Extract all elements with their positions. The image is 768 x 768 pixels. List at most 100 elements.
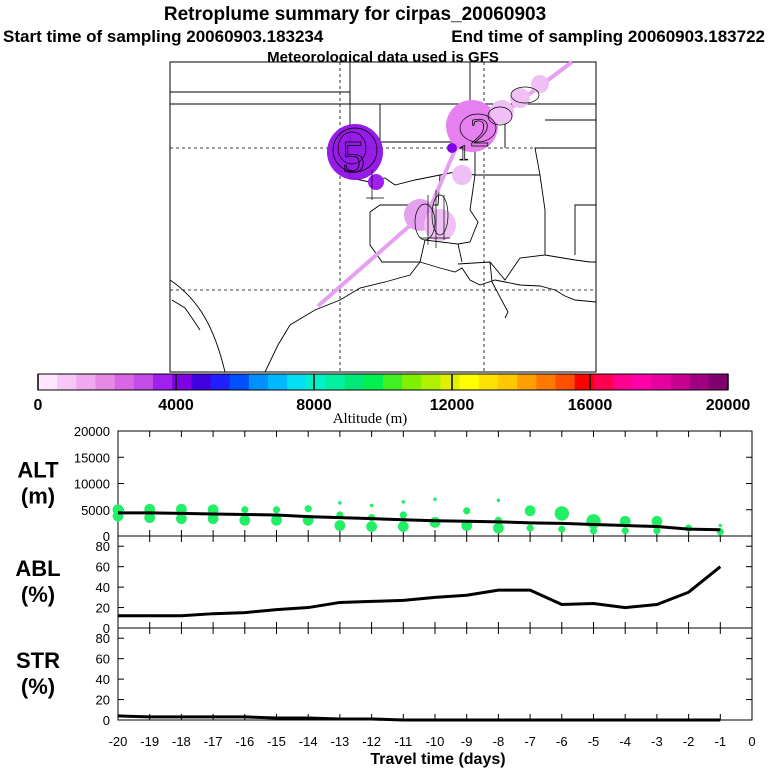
y-axis-label: (%) bbox=[21, 674, 55, 699]
plume-blob-mid-2 bbox=[424, 209, 456, 241]
colorbar-swatch bbox=[287, 374, 307, 390]
colorbar-swatch bbox=[459, 374, 480, 390]
plume-marker-2: 2 bbox=[470, 110, 490, 155]
y-tick-label: 20000 bbox=[74, 424, 110, 439]
plume-contours bbox=[332, 86, 540, 248]
x-tick-label: -1 bbox=[715, 734, 727, 749]
colorbar-tick-label: 20000 bbox=[706, 397, 751, 414]
colorbar-swatch bbox=[229, 374, 250, 390]
altitude-point bbox=[433, 497, 437, 502]
colorbar-swatch bbox=[210, 374, 231, 390]
str-line bbox=[117, 714, 721, 722]
y-axis-label: STR bbox=[16, 648, 60, 673]
y-tick-label: 60 bbox=[96, 560, 110, 575]
x-tick-label: -16 bbox=[235, 734, 254, 749]
plume-blob-dot bbox=[447, 143, 457, 153]
altitude-point bbox=[463, 507, 471, 515]
altitude-point bbox=[239, 514, 251, 526]
colorbar-swatch bbox=[172, 374, 192, 390]
x-tick-label: -19 bbox=[140, 734, 159, 749]
altitude-point bbox=[526, 524, 534, 532]
altitude-point bbox=[369, 503, 374, 508]
altitude-point bbox=[304, 505, 312, 513]
y-tick-label: 20 bbox=[96, 601, 110, 616]
y-axis-label: ABL bbox=[15, 556, 60, 581]
colorbar-swatch bbox=[191, 374, 211, 390]
colorbar-swatch bbox=[574, 374, 595, 390]
y-tick-label: 0 bbox=[103, 713, 110, 728]
altitude-point bbox=[718, 523, 723, 528]
colorbar-swatch bbox=[536, 374, 556, 390]
colorbar-swatch bbox=[248, 374, 269, 390]
colorbar-tick-label: 4000 bbox=[158, 397, 194, 414]
y-axis-label: (%) bbox=[21, 582, 55, 607]
altitude-point bbox=[397, 521, 409, 532]
plume-blob-mid-3 bbox=[452, 165, 472, 185]
panel-alt: 0 5000 10000 15000 20000 ALT(m) bbox=[17, 424, 753, 544]
end-time-label: End time of sampling 20060903.183722 bbox=[451, 27, 765, 46]
altitude-point bbox=[651, 515, 663, 527]
altitude-point bbox=[554, 506, 569, 521]
colorbar-swatch bbox=[344, 374, 365, 390]
colorbar-tick-label: 12000 bbox=[430, 397, 475, 414]
altitude-point bbox=[653, 527, 661, 535]
x-tick-label: 0 bbox=[748, 734, 755, 749]
altitude-point bbox=[621, 527, 629, 535]
map-frame bbox=[169, 61, 597, 373]
y-tick-label: 80 bbox=[96, 631, 110, 646]
altitude-point bbox=[144, 512, 156, 524]
altitude-point bbox=[401, 500, 406, 504]
altitude-point bbox=[334, 520, 346, 531]
colorbar-swatch bbox=[306, 374, 326, 390]
x-tick-label: -2 bbox=[683, 734, 695, 749]
altitude-median-line bbox=[118, 511, 721, 532]
x-tick-label: -9 bbox=[461, 734, 473, 749]
panel-frame bbox=[117, 627, 753, 721]
y-tick-label: 5000 bbox=[81, 503, 110, 518]
x-tick-label: -6 bbox=[556, 734, 568, 749]
plume-blob-small bbox=[368, 174, 384, 190]
altitude-point bbox=[586, 514, 601, 529]
y-tick-label: 20 bbox=[96, 693, 110, 708]
y-tick-label: 40 bbox=[96, 580, 110, 595]
altitude-point bbox=[493, 522, 504, 534]
panel-str: 0 20 40 60 80 STR(%) bbox=[16, 627, 753, 728]
x-axis-label: Travel time (days) bbox=[370, 751, 505, 768]
altitude-point bbox=[272, 506, 281, 514]
colorbar-swatch bbox=[325, 374, 346, 390]
x-tick-label: -12 bbox=[362, 734, 381, 749]
colorbar-swatch bbox=[153, 374, 173, 390]
x-tick-label: -13 bbox=[331, 734, 350, 749]
x-tick-label: -17 bbox=[204, 734, 223, 749]
colorbar-tick-label: 16000 bbox=[568, 397, 613, 414]
colorbar-swatch bbox=[38, 374, 58, 390]
x-tick-label: -15 bbox=[267, 734, 286, 749]
altitude-point bbox=[176, 513, 187, 525]
colorbar-label: Altitude (m) bbox=[333, 411, 408, 427]
colorbar-swatch bbox=[95, 374, 116, 390]
altitude-point bbox=[241, 506, 249, 514]
plume-marker-5: 5 bbox=[342, 131, 365, 182]
colorbar-swatch bbox=[268, 374, 288, 390]
altitude-point bbox=[207, 513, 219, 525]
plume-blob-upper bbox=[446, 100, 498, 152]
colorbar-tick-label: 8000 bbox=[296, 397, 332, 414]
x-tick-label: -11 bbox=[394, 734, 412, 749]
altitude-point bbox=[429, 516, 441, 528]
x-tick-label: -20 bbox=[109, 734, 128, 749]
colorbar-swatch bbox=[402, 374, 422, 390]
altitude-point bbox=[366, 521, 377, 532]
y-tick-label: 60 bbox=[96, 652, 110, 667]
colorbar-swatch bbox=[440, 374, 461, 390]
colorbar-swatch bbox=[517, 374, 537, 390]
colorbar-swatch bbox=[651, 374, 671, 390]
y-tick-label: 0 bbox=[103, 529, 110, 544]
colorbar-swatch bbox=[383, 374, 403, 390]
y-tick-label: 0 bbox=[103, 621, 110, 636]
altitude-point bbox=[399, 511, 407, 519]
colorbar-swatch bbox=[76, 374, 96, 390]
x-tick-label: -14 bbox=[299, 734, 318, 749]
y-axis-label: ALT bbox=[17, 458, 59, 483]
x-tick-label: -8 bbox=[493, 734, 505, 749]
